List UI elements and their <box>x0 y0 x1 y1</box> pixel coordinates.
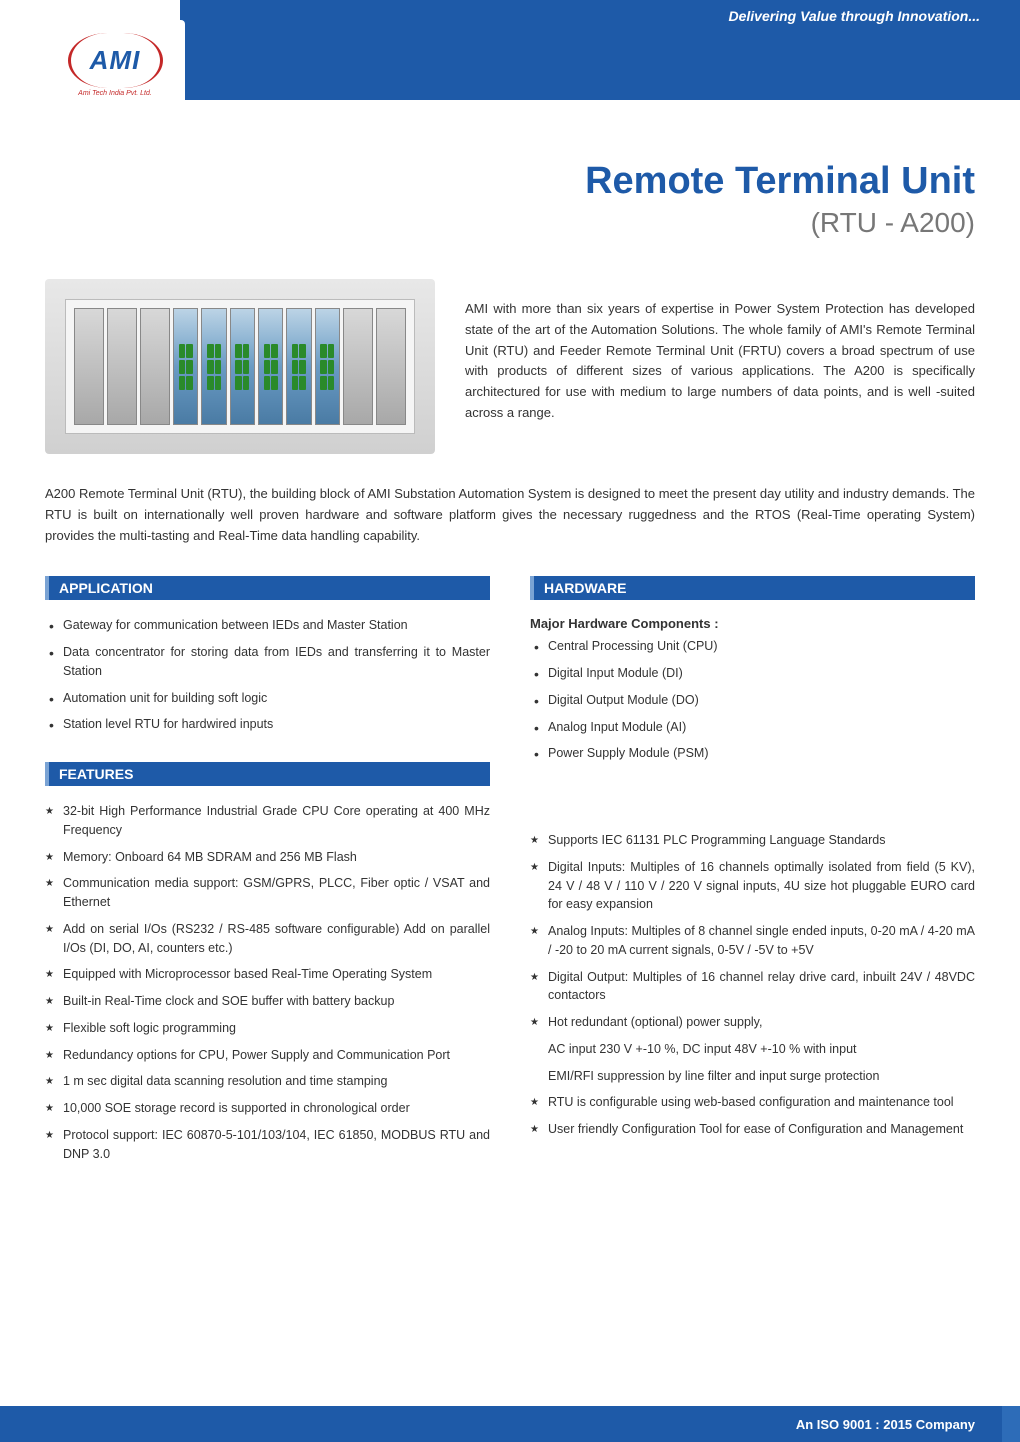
application-heading: APPLICATION <box>45 576 490 600</box>
list-item: Digital Input Module (DI) <box>530 664 975 683</box>
rack-slot <box>107 308 137 425</box>
feature-subline: EMI/RFI suppression by line filter and i… <box>530 1067 975 1086</box>
hardware-heading: HARDWARE <box>530 576 975 600</box>
logo-oval: AMI <box>68 33 163 88</box>
main-title: Remote Terminal Unit <box>465 160 975 203</box>
left-column: APPLICATION Gateway for communication be… <box>45 576 490 1171</box>
rack-slot <box>230 308 255 425</box>
product-image <box>45 279 435 454</box>
list-item: Flexible soft logic programming <box>45 1019 490 1038</box>
features-left-list: 32-bit High Performance Industrial Grade… <box>45 802 490 1163</box>
list-item: Gateway for communication between IEDs a… <box>45 616 490 635</box>
application-list: Gateway for communication between IEDs a… <box>45 616 490 734</box>
rack-slot <box>140 308 170 425</box>
logo-subtitle: Ami Tech India Pvt. Ltd. <box>78 90 152 97</box>
list-item: Redundancy options for CPU, Power Supply… <box>45 1046 490 1065</box>
feature-subline: AC input 230 V +-10 %, DC input 48V +-10… <box>530 1040 975 1059</box>
list-item: Digital Inputs: Multiples of 16 channels… <box>530 858 975 914</box>
rack-slot <box>286 308 311 425</box>
rack-slot <box>74 308 104 425</box>
list-item: Digital Output Module (DO) <box>530 691 975 710</box>
two-columns: APPLICATION Gateway for communication be… <box>45 576 975 1171</box>
footer-text: An ISO 9001 : 2015 Company <box>796 1417 975 1432</box>
list-item: Add on serial I/Os (RS232 / RS-485 softw… <box>45 920 490 958</box>
list-item: 1 m sec digital data scanning resolution… <box>45 1072 490 1091</box>
list-item: Equipped with Microprocessor based Real-… <box>45 965 490 984</box>
list-item: Analog Input Module (AI) <box>530 718 975 737</box>
list-item: Data concentrator for storing data from … <box>45 643 490 681</box>
datasheet-page: Delivering Value through Innovation... A… <box>0 0 1020 1442</box>
list-item: RTU is configurable using web-based conf… <box>530 1093 975 1112</box>
rack-slot <box>173 308 198 425</box>
title-block: Remote Terminal Unit (RTU - A200) <box>45 160 975 239</box>
rack-frame <box>65 299 415 434</box>
list-item: Built-in Real-Time clock and SOE buffer … <box>45 992 490 1011</box>
list-item: Hot redundant (optional) power supply, <box>530 1013 975 1032</box>
rack-slot <box>315 308 340 425</box>
logo-text: AMI <box>90 45 141 76</box>
intro-row: AMI with more than six years of expertis… <box>45 279 975 454</box>
rack-slot <box>343 308 373 425</box>
features-right-list-cont: RTU is configurable using web-based conf… <box>530 1093 975 1139</box>
list-item: Protocol support: IEC 60870-5-101/103/10… <box>45 1126 490 1164</box>
list-item: 10,000 SOE storage record is supported i… <box>45 1099 490 1118</box>
features-heading: FEATURES <box>45 762 490 786</box>
rack-slot <box>376 308 406 425</box>
footer-bar: An ISO 9001 : 2015 Company <box>0 1406 1020 1442</box>
list-item: 32-bit High Performance Industrial Grade… <box>45 802 490 840</box>
main-content: Remote Terminal Unit (RTU - A200) <box>0 100 1020 1201</box>
hardware-sub-heading: Major Hardware Components : <box>530 616 975 631</box>
list-item: Digital Output: Multiples of 16 channel … <box>530 968 975 1006</box>
list-item: User friendly Configuration Tool for eas… <box>530 1120 975 1139</box>
list-item: Memory: Onboard 64 MB SDRAM and 256 MB F… <box>45 848 490 867</box>
footer-accent <box>1002 1406 1020 1442</box>
list-item: Power Supply Module (PSM) <box>530 744 975 763</box>
rack-slot <box>201 308 226 425</box>
intro-side-text: AMI with more than six years of expertis… <box>465 279 975 454</box>
company-logo: AMI Ami Tech India Pvt. Ltd. <box>45 20 185 110</box>
header-banner: Delivering Value through Innovation... <box>180 0 1020 100</box>
list-item: Station level RTU for hardwired inputs <box>45 715 490 734</box>
intro-full-text: A200 Remote Terminal Unit (RTU), the bui… <box>45 484 975 546</box>
list-item: Analog Inputs: Multiples of 8 channel si… <box>530 922 975 960</box>
sub-title: (RTU - A200) <box>465 207 975 239</box>
list-item: Central Processing Unit (CPU) <box>530 637 975 656</box>
list-item: Supports IEC 61131 PLC Programming Langu… <box>530 831 975 850</box>
header-tagline: Delivering Value through Innovation... <box>728 8 980 24</box>
rack-slot <box>258 308 283 425</box>
hardware-list: Central Processing Unit (CPU) Digital In… <box>530 637 975 763</box>
list-item: Communication media support: GSM/GPRS, P… <box>45 874 490 912</box>
right-column: HARDWARE Major Hardware Components : Cen… <box>530 576 975 1171</box>
list-item: Automation unit for building soft logic <box>45 689 490 708</box>
features-right-list: Supports IEC 61131 PLC Programming Langu… <box>530 831 975 1032</box>
